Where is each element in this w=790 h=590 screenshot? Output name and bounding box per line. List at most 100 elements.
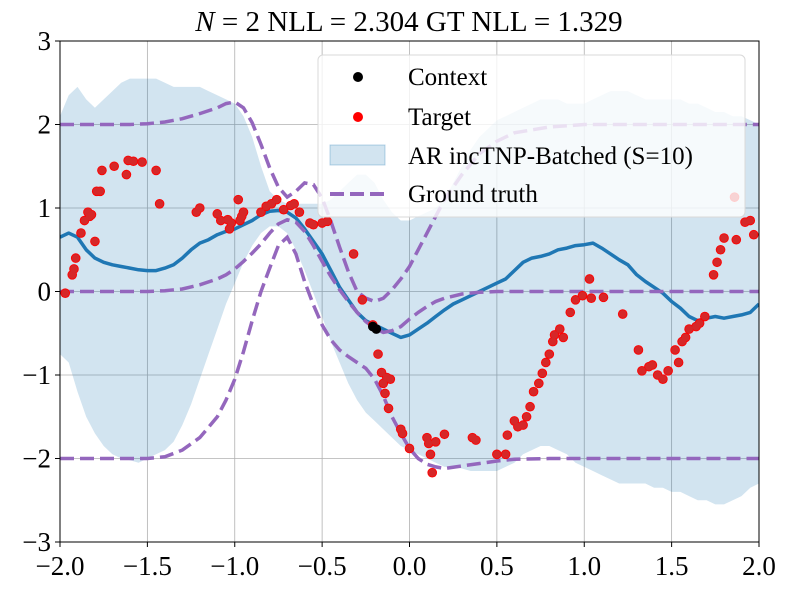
target-point-overlay (122, 170, 131, 179)
target-point-overlay (578, 291, 587, 300)
target-point-overlay (384, 404, 393, 413)
target-point-overlay (138, 158, 147, 166)
x-tick-label: 1.5 (655, 551, 689, 581)
y-tick-label: 3 (38, 26, 52, 56)
target-point-overlay (550, 331, 559, 339)
target-point-overlay (599, 293, 608, 302)
target-point-overlay (398, 429, 407, 438)
legend-target-marker (353, 112, 363, 122)
x-tick-label: −0.5 (298, 551, 347, 581)
ticks: −2.0 −1.5 −1.0 −0.5 0.0 0.5 1.0 1.5 2.0 −3 −2 −1 0 1 2… (22, 26, 776, 581)
target-point-overlay (234, 195, 243, 204)
target-point-overlay (587, 294, 596, 303)
target-point-overlay (566, 308, 575, 317)
target-point-overlay (257, 208, 265, 217)
target-point-overlay (213, 209, 222, 218)
target-point-overlay (545, 350, 554, 359)
target-point-overlay (96, 187, 105, 196)
target-point-overlay (559, 333, 568, 342)
target-point-overlay (534, 379, 543, 388)
target-point-overlay (239, 208, 248, 217)
target-point-overlay (638, 366, 646, 375)
target-point-overlay (87, 210, 96, 219)
target-point-overlay (152, 166, 161, 175)
target-point-overlay (732, 235, 741, 244)
legend-ground-truth-label: Ground truth (408, 181, 538, 208)
target-point-overlay (526, 402, 534, 411)
target-point-overlay (440, 430, 449, 439)
x-tick-label: 1.0 (567, 551, 601, 581)
target-point-overlay (634, 346, 643, 354)
predictive-mean-layer (60, 208, 759, 340)
target-point-overlay (216, 216, 225, 225)
target-point-overlay (720, 234, 728, 242)
x-tick-label: 0.5 (480, 551, 514, 581)
target-point-overlay (658, 375, 667, 384)
x-tick-label: −1.0 (210, 551, 259, 581)
target-point-overlay (381, 389, 389, 398)
target-point-overlay (386, 375, 395, 384)
chart-title: N = 2 NLL = 2.304 GT NLL = 1.329 (194, 6, 622, 38)
title-n-symbol: N (194, 6, 216, 38)
target-point-overlay (681, 333, 690, 342)
target-point-overlay (374, 350, 382, 359)
target-point-overlay (80, 216, 89, 225)
target-point-overlay (674, 358, 683, 367)
target-point-overlay (272, 195, 281, 204)
target-point-overlay (538, 369, 547, 378)
target-point-overlay (279, 205, 288, 214)
target-point-overlay (405, 444, 414, 453)
legend: Context Target AR incTNP-Batched (S=10) … (317, 54, 746, 218)
target-point-overlay (155, 199, 164, 208)
target-point-overlay (709, 270, 718, 279)
target-point-overlay (431, 437, 440, 446)
x-tick-label: 2.0 (742, 551, 776, 581)
target-point-overlay (77, 229, 85, 237)
target-point-overlay (501, 450, 510, 459)
target-point-overlay (472, 436, 480, 445)
target-point-overlay (323, 217, 332, 226)
context-point (371, 324, 382, 334)
target-point-overlay (685, 325, 693, 333)
target-point-overlay (309, 220, 318, 229)
target-point-overlay (68, 270, 77, 279)
target-point-overlay (110, 162, 119, 171)
target-point-overlay (423, 433, 431, 442)
target-point-overlay (129, 157, 138, 166)
ground-truth-lower-line (60, 234, 759, 471)
target-point-overlay (618, 310, 627, 318)
x-tick-label: 0.0 (393, 551, 427, 581)
target-point-overlay (541, 358, 550, 367)
y-tick-label: 2 (38, 110, 52, 140)
target-point-overlay (664, 366, 673, 375)
target-point-overlay (426, 450, 435, 459)
target-point-overlay (267, 199, 276, 208)
target-point-overlay (648, 361, 657, 369)
target-point-overlay (653, 371, 662, 379)
target-point-overlay (428, 468, 437, 477)
target-point-overlay (713, 258, 721, 267)
target-point-overlay (585, 275, 594, 283)
legend-band-swatch (329, 144, 386, 166)
legend-box (317, 54, 746, 218)
target-point-overlay (227, 219, 236, 227)
legend-target-label: Target (408, 104, 471, 131)
target-point-overlay (295, 208, 304, 217)
target-point-overlay (358, 295, 367, 304)
y-tick-label: 1 (38, 193, 52, 223)
target-point-overlay (98, 166, 106, 175)
target-point-overlay (70, 265, 78, 273)
target-point-overlay (61, 289, 70, 298)
predictive-mean-line (60, 208, 759, 340)
target-point-overlay (225, 224, 234, 233)
x-tick-label: −2.0 (36, 551, 85, 581)
target-point-overlay (424, 439, 433, 448)
target-point-overlay (377, 368, 386, 377)
y-tick-label: 0 (38, 277, 52, 307)
target-point-overlay (695, 319, 704, 328)
target-point-overlay (522, 412, 531, 421)
points-layer (60, 155, 759, 478)
target-point-overlay (510, 417, 519, 425)
target-point-overlay (555, 325, 564, 333)
